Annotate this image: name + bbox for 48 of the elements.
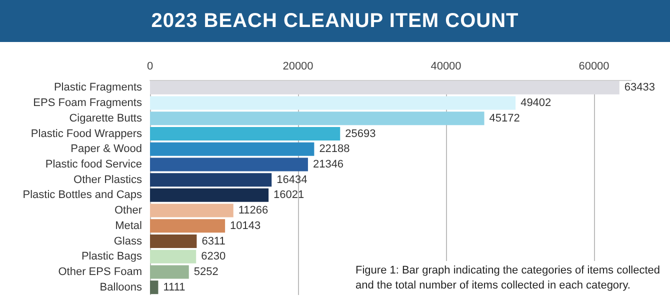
x-tick-label: 40000 xyxy=(430,60,462,72)
y-tick-label: Plastic food Service xyxy=(45,158,142,170)
data-label: 16021 xyxy=(274,189,304,202)
data-label: 21346 xyxy=(312,158,344,170)
data-label: 45172 xyxy=(489,112,520,124)
y-tick-label: Paper & Wood xyxy=(70,143,142,156)
y-tick-label: Other EPS Foam xyxy=(58,266,142,278)
y-tick-label: Balloons xyxy=(100,281,142,294)
bar xyxy=(150,158,308,172)
y-tick-label: Plastic Food Wrappers xyxy=(30,128,142,140)
y-tick-label: Other xyxy=(114,204,142,217)
bar xyxy=(150,142,314,156)
data-label: 16434 xyxy=(276,174,308,186)
y-tick-label: Cigarette Butts xyxy=(69,112,142,124)
y-tick-label: Plastic Bottles and Caps xyxy=(22,189,142,202)
bar xyxy=(150,265,189,279)
data-label: 1111 xyxy=(163,281,186,294)
data-label: 11266 xyxy=(238,204,268,217)
bar xyxy=(150,112,484,126)
data-label: 49402 xyxy=(520,97,552,110)
data-label: 6311 xyxy=(202,235,226,248)
bar xyxy=(150,126,340,141)
x-tick-label: 0 xyxy=(146,60,154,72)
y-tick-label: Other Plastics xyxy=(74,174,142,186)
bar xyxy=(150,173,272,187)
bar xyxy=(150,96,516,110)
bar xyxy=(150,219,226,233)
bar xyxy=(150,280,158,294)
y-tick-label: Glass xyxy=(114,235,142,248)
y-tick-label: EPS Foam Fragments xyxy=(33,97,142,110)
y-tick-label: Metal xyxy=(115,220,142,232)
bar xyxy=(150,234,197,248)
x-tick-label: 60000 xyxy=(578,60,610,72)
bar xyxy=(150,80,620,94)
data-label: 63433 xyxy=(624,82,655,94)
bar xyxy=(150,204,234,218)
x-tick-label: 20000 xyxy=(282,60,314,72)
y-tick-label: Plastic Bags xyxy=(81,250,142,263)
data-label: 10143 xyxy=(230,220,261,232)
data-label: 25693 xyxy=(345,128,376,140)
bar xyxy=(150,250,196,264)
annotation: Figure 1: Bar graph indicating the categories of items collected and the total number of items collected in each category. xyxy=(356,264,660,292)
bar xyxy=(150,188,269,202)
data-label: 6230 xyxy=(201,250,226,263)
data-label: 5252 xyxy=(194,266,218,278)
chart-title: 2023 BEACH CLEANUP ITEM COUNT xyxy=(0,0,670,42)
y-tick-label: Plastic Fragments xyxy=(54,82,142,94)
data-label: 22188 xyxy=(319,143,350,156)
